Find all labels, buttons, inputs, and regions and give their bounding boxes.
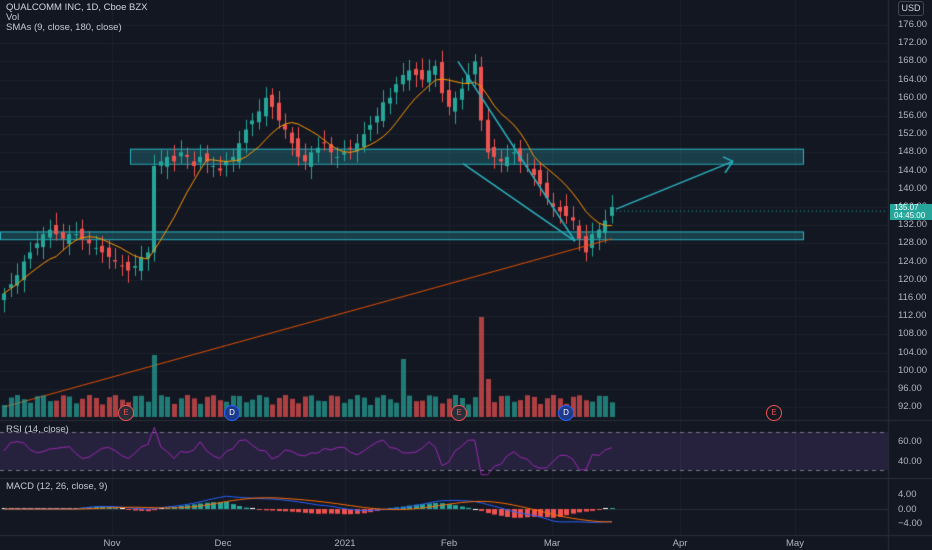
earnings-badge[interactable]: E: [451, 405, 467, 421]
macd-axis-0: 0.00: [898, 504, 917, 515]
price-axis-label: 96.00: [898, 383, 922, 394]
price-axis-label: 156.00: [898, 110, 928, 121]
price-axis-label: 160.00: [898, 91, 928, 103]
macd-axis-4: 4.00: [898, 489, 917, 500]
price-axis-label: 128.00: [898, 237, 928, 249]
price-axis-label: 152.00: [898, 128, 928, 140]
symbol-legend: QUALCOMM INC, 1D, Cboe BZX: [6, 2, 147, 13]
rsi-legend: RSI (14, close): [6, 424, 69, 435]
time-axis-label: 2021: [334, 538, 356, 549]
last-price-tag: 135.07 04:45:00: [890, 204, 932, 220]
rsi-axis-60: 60.00: [898, 436, 922, 447]
price-axis-label: 140.00: [898, 182, 928, 194]
price-axis-label: 116.00: [898, 292, 927, 303]
time-axis-label: Dec: [214, 538, 232, 549]
price-axis-label: 132.00: [898, 219, 928, 231]
price-axis-label: 104.00: [898, 346, 928, 358]
price-axis-label: 120.00: [898, 273, 928, 285]
dividend-badge[interactable]: D: [224, 405, 240, 421]
countdown: 04:45:00: [894, 211, 926, 220]
time-axis-label: Feb: [440, 538, 458, 549]
currency-badge[interactable]: USD: [898, 1, 924, 16]
vol-legend: Vol: [6, 12, 20, 23]
price-axis-label: 108.00: [898, 328, 928, 340]
time-axis-label: Mar: [543, 538, 561, 549]
last-price: 135.07: [894, 203, 919, 212]
time-axis-label: May: [786, 538, 804, 549]
price-axis-label: 168.00: [898, 55, 928, 67]
price-axis-label: 124.00: [898, 255, 928, 267]
dividend-badge[interactable]: D: [558, 405, 574, 421]
sma-legend: SMAs (9, close, 180, close): [6, 22, 122, 33]
symbol-title: QUALCOMM INC, 1D, Cboe BZX: [6, 2, 148, 13]
price-axis-label: 92.00: [898, 401, 922, 413]
price-axis-label: 164.00: [898, 73, 928, 85]
macd-axis-neg4: −4.00: [898, 518, 923, 529]
time-axis-label: Nov: [103, 538, 121, 549]
earnings-badge[interactable]: E: [766, 405, 782, 421]
price-axis-label: 144.00: [898, 164, 928, 176]
earnings-badge[interactable]: E: [118, 405, 134, 421]
price-axis-label: 172.00: [898, 37, 928, 49]
price-axis-label: 112.00: [898, 310, 927, 322]
price-axis-label: 176.00: [898, 19, 928, 30]
price-axis-label: 100.00: [898, 364, 928, 376]
rsi-axis-40: 40.00: [898, 456, 922, 467]
time-axis-label: Apr: [672, 538, 688, 549]
macd-legend: MACD (12, 26, close, 9): [6, 481, 108, 492]
price-axis-label: 148.00: [898, 146, 928, 158]
